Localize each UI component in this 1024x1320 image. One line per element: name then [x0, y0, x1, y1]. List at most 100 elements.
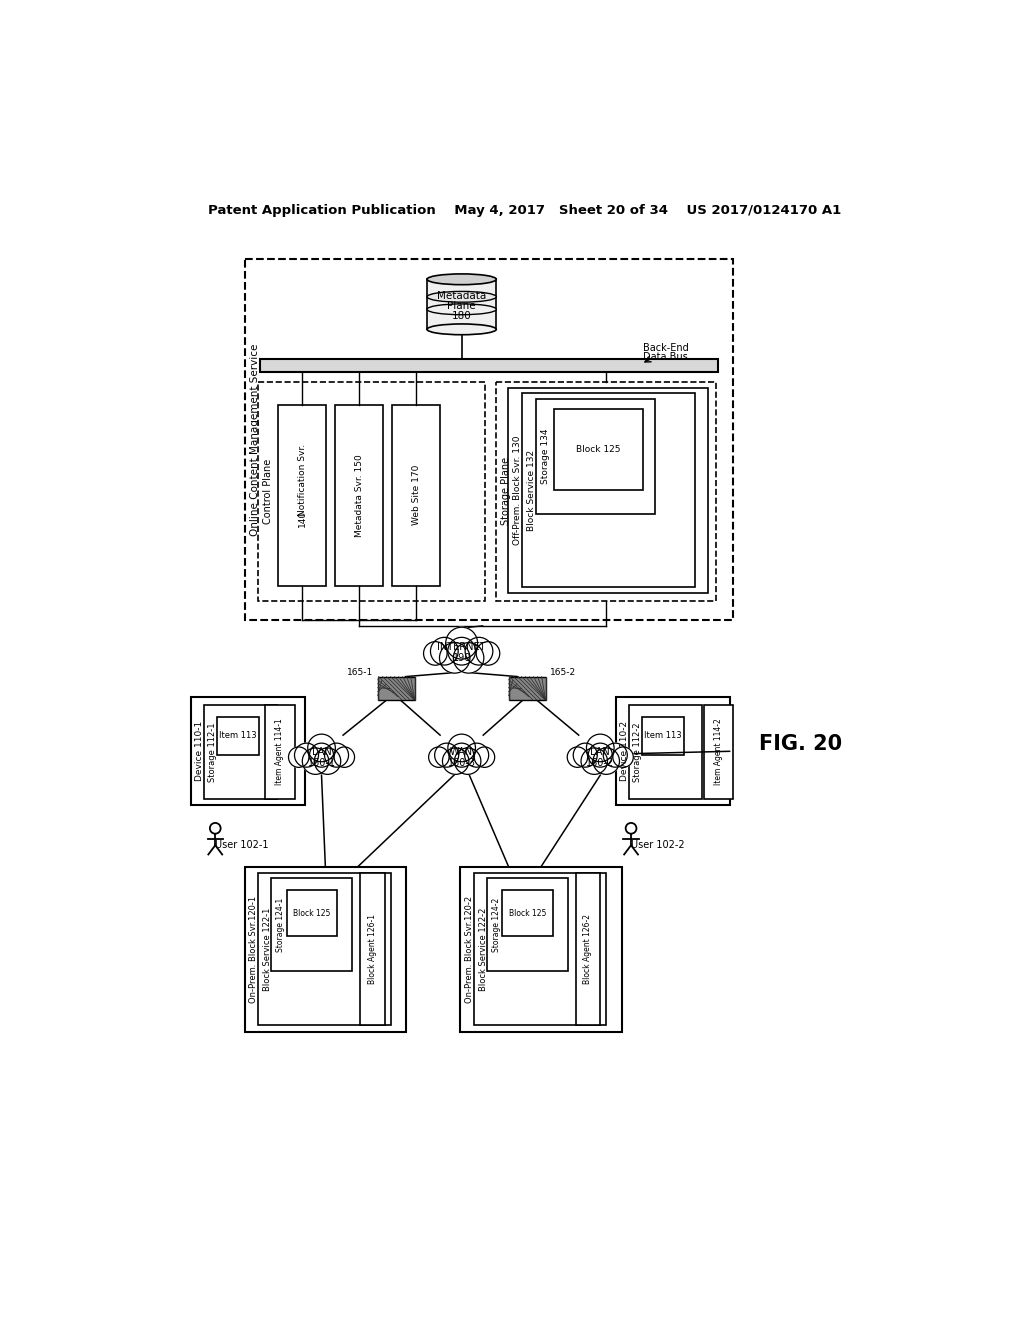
Text: Notification Svr.: Notification Svr.	[298, 444, 307, 516]
Bar	[378, 677, 415, 700]
Bar	[509, 677, 546, 700]
Text: Block 125: Block 125	[293, 908, 331, 917]
Ellipse shape	[427, 323, 497, 335]
Circle shape	[445, 627, 477, 659]
Circle shape	[314, 748, 341, 775]
Circle shape	[588, 743, 612, 767]
Bar	[287, 890, 337, 936]
Circle shape	[307, 734, 335, 762]
Text: FIG. 20: FIG. 20	[759, 734, 842, 754]
Circle shape	[424, 642, 447, 665]
Bar	[521, 393, 695, 587]
Ellipse shape	[427, 304, 497, 314]
Bar	[536, 399, 655, 515]
Circle shape	[295, 743, 318, 767]
Text: Block Agent 126-2: Block Agent 126-2	[584, 915, 593, 985]
Circle shape	[442, 748, 469, 775]
Bar	[260, 359, 718, 372]
Text: Patent Application Publication    May 4, 2017   Sheet 20 of 34    US 2017/012417: Patent Application Publication May 4, 20…	[208, 205, 842, 218]
Circle shape	[325, 743, 348, 767]
Text: Web Site 170: Web Site 170	[412, 465, 421, 525]
Circle shape	[603, 743, 628, 767]
Text: 160-2: 160-2	[586, 758, 614, 768]
Text: Block Service 122-1: Block Service 122-1	[263, 908, 272, 991]
Bar	[245, 867, 407, 1032]
Bar	[392, 405, 440, 586]
Circle shape	[587, 734, 614, 762]
Bar	[190, 697, 304, 805]
Circle shape	[455, 748, 481, 775]
Ellipse shape	[427, 292, 497, 302]
Text: 140: 140	[298, 510, 307, 527]
Bar	[629, 705, 701, 799]
Bar	[258, 381, 484, 601]
Text: LAN: LAN	[311, 747, 332, 758]
Circle shape	[289, 747, 309, 767]
Circle shape	[450, 743, 474, 767]
Text: On-Prem. Block Svr.120-2: On-Prem. Block Svr.120-2	[465, 896, 474, 1003]
Text: Online Content Management Service: Online Content Management Service	[250, 343, 259, 536]
Circle shape	[439, 643, 470, 673]
Text: Item 113: Item 113	[644, 731, 682, 741]
Circle shape	[434, 743, 459, 767]
Text: Storage 112-2: Storage 112-2	[634, 722, 642, 781]
Text: 165-1: 165-1	[347, 668, 373, 677]
Circle shape	[447, 734, 475, 762]
Circle shape	[474, 747, 495, 767]
Bar	[497, 381, 716, 601]
Ellipse shape	[427, 273, 497, 285]
Circle shape	[476, 642, 500, 665]
Text: Item 113: Item 113	[219, 731, 257, 741]
Text: Device 110-1: Device 110-1	[196, 721, 205, 781]
Text: Device 110-2: Device 110-2	[621, 721, 630, 781]
Circle shape	[593, 748, 620, 775]
Circle shape	[465, 638, 493, 665]
Bar	[474, 873, 606, 1026]
Text: Storage 124-2: Storage 124-2	[492, 898, 501, 952]
Bar	[279, 405, 326, 586]
Bar	[427, 280, 497, 329]
Bar	[705, 705, 733, 799]
Text: 180: 180	[452, 310, 471, 321]
Bar	[265, 705, 295, 799]
Text: User 102-2: User 102-2	[631, 841, 685, 850]
Text: Storage 134: Storage 134	[541, 429, 550, 484]
Circle shape	[429, 747, 450, 767]
Bar	[487, 878, 568, 970]
Text: User 102-1: User 102-1	[215, 841, 269, 850]
Text: WAN: WAN	[451, 747, 473, 758]
Bar	[258, 873, 391, 1026]
Circle shape	[567, 747, 588, 767]
Bar	[360, 873, 385, 1026]
Bar	[245, 259, 733, 620]
Bar	[642, 717, 684, 755]
Circle shape	[613, 747, 633, 767]
Bar	[217, 717, 259, 755]
Text: Item Agent 114-1: Item Agent 114-1	[275, 718, 285, 785]
Text: Storage 124-1: Storage 124-1	[276, 898, 286, 952]
Text: Item Agent 114-2: Item Agent 114-2	[715, 718, 723, 785]
Circle shape	[465, 743, 488, 767]
Text: 165-2: 165-2	[550, 668, 577, 677]
Circle shape	[334, 747, 354, 767]
Text: 160-3: 160-3	[447, 758, 476, 768]
Bar	[204, 705, 276, 799]
Text: Block Service 122-2: Block Service 122-2	[479, 908, 487, 991]
Circle shape	[454, 643, 483, 673]
Bar	[554, 409, 643, 490]
Text: Control Plane: Control Plane	[262, 459, 272, 524]
Circle shape	[309, 743, 334, 767]
Text: Storage 112-1: Storage 112-1	[209, 722, 217, 781]
Bar	[508, 388, 708, 594]
Circle shape	[447, 638, 475, 665]
Text: On-Prem. Block Svr.120-1: On-Prem. Block Svr.120-1	[249, 896, 258, 1003]
Circle shape	[302, 748, 329, 775]
Circle shape	[581, 748, 607, 775]
Bar	[503, 890, 553, 936]
Bar	[336, 405, 383, 586]
Circle shape	[573, 743, 597, 767]
Text: Metadata: Metadata	[437, 290, 486, 301]
Text: Block Agent 126-1: Block Agent 126-1	[368, 915, 377, 985]
Text: Plane: Plane	[447, 301, 476, 310]
Bar	[615, 697, 730, 805]
